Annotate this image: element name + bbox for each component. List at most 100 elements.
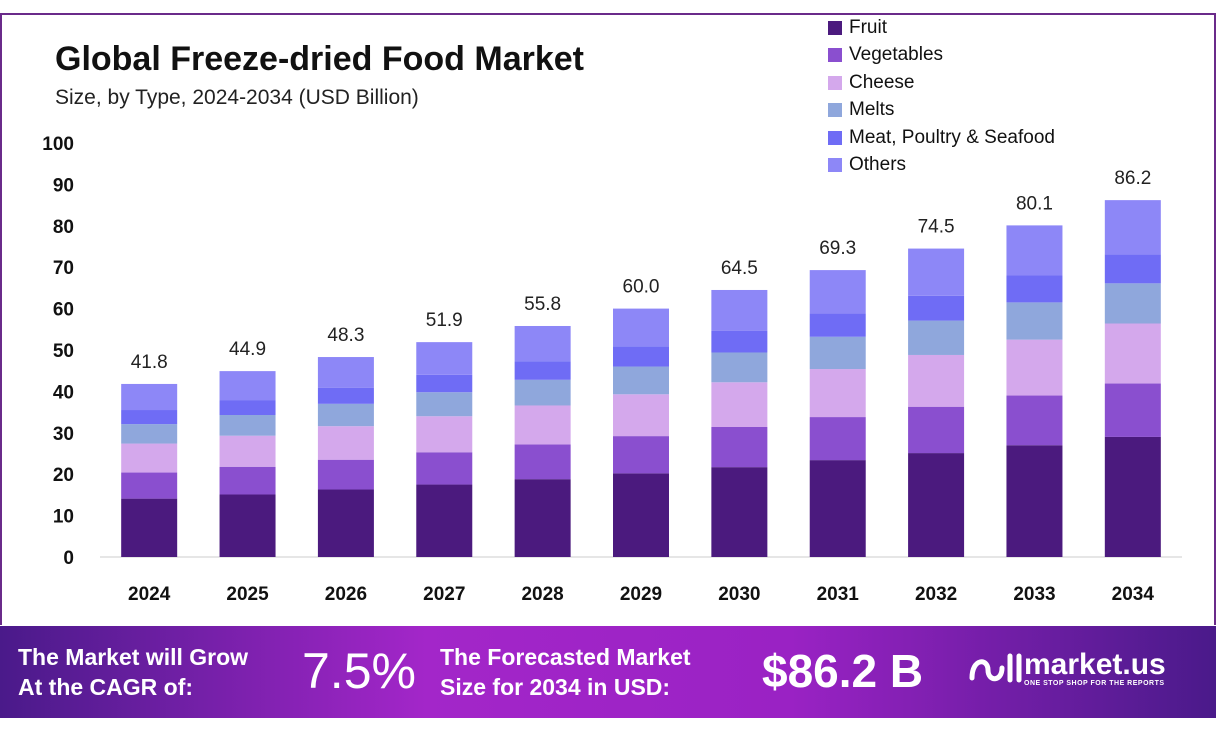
total-label: 55.8 [524, 294, 561, 315]
bar-segment-vegetables-2024 [121, 472, 178, 499]
bar-segment-vegetables-2034 [1104, 383, 1161, 437]
legend-label: Melts [849, 99, 895, 121]
legend: Fruit Vegetables Cheese Melts Meat, Poultry … [828, 14, 1055, 179]
x-tick-label: 2027 [423, 584, 465, 605]
total-label: 80.1 [1016, 193, 1053, 214]
bar-segment-cheese-2032 [908, 354, 965, 407]
x-tick-label: 2029 [620, 584, 662, 605]
bar-segment-fruit-2025 [219, 494, 276, 557]
bar-segment-melts-2030 [711, 352, 768, 383]
bar-segment-fruit-2029 [613, 473, 669, 557]
bar-segment-fruit-2034 [1104, 436, 1161, 557]
brand-name: market.us [1024, 647, 1166, 681]
bar-segment-cheese-2030 [711, 382, 768, 428]
bar-segment-cheese-2033 [1006, 339, 1063, 396]
x-tick-label: 2030 [718, 584, 760, 605]
bar-segment-meat-poultry-seafood-2025 [219, 400, 276, 415]
y-tick-label: 10 [53, 507, 74, 528]
bar-segment-vegetables-2031 [809, 417, 866, 461]
legend-label: Meat, Poultry & Seafood [849, 126, 1055, 148]
cagr-label: The Market will Grow At the CAGR of: [18, 642, 248, 702]
x-tick-label: 2032 [915, 584, 957, 605]
bar-segment-meat-poultry-seafood-2030 [711, 330, 768, 353]
stacked-bar-chart: 010203040506070809010041.8202444.9202548… [42, 134, 1182, 605]
legend-item: Cheese [828, 69, 1055, 97]
y-tick-label: 0 [63, 548, 74, 569]
bar-segment-cheese-2026 [317, 426, 374, 460]
bar-segment-meat-poultry-seafood-2024 [121, 410, 178, 425]
total-label: 86.2 [1114, 168, 1151, 189]
bar-segment-meat-poultry-seafood-2026 [317, 387, 374, 404]
bar-segment-others-2030 [711, 289, 768, 331]
forecast-label-line1: The Forecasted Market [440, 644, 691, 670]
bar-segment-melts-2027 [416, 392, 473, 417]
bar-segment-others-2034 [1104, 200, 1161, 255]
x-tick-label: 2031 [817, 584, 860, 605]
bar-segment-fruit-2030 [711, 467, 768, 557]
total-label: 69.3 [819, 238, 856, 259]
bar-segment-fruit-2033 [1006, 445, 1063, 557]
bar-segment-cheese-2029 [613, 394, 669, 437]
bar-segment-others-2025 [219, 371, 276, 401]
bar-segment-melts-2024 [121, 424, 178, 444]
bar-segment-vegetables-2029 [613, 436, 669, 474]
x-tick-label: 2025 [226, 584, 269, 605]
legend-label: Others [849, 154, 907, 176]
forecast-label-line2: Size for 2034 in USD: [440, 674, 671, 700]
bar-segment-cheese-2027 [416, 416, 473, 453]
bar-segment-melts-2029 [613, 366, 669, 395]
bar-segment-vegetables-2025 [219, 466, 276, 495]
forecast-value: $86.2 B [762, 645, 924, 697]
market-us-logo-icon [969, 653, 1022, 683]
total-label: 60.0 [623, 277, 660, 298]
bar-segment-melts-2033 [1006, 302, 1063, 340]
total-label: 44.9 [229, 339, 266, 360]
legend-swatch [828, 75, 842, 90]
bar-segment-meat-poultry-seafood-2028 [514, 361, 571, 380]
bar-segment-fruit-2028 [514, 479, 571, 557]
bar-segment-vegetables-2026 [317, 459, 374, 490]
cagr-value: 7.5% [302, 643, 416, 699]
bar-segment-fruit-2026 [317, 489, 374, 557]
footer-banner: The Market will Grow At the CAGR of: 7.5%… [0, 626, 1216, 718]
bar-segment-fruit-2031 [809, 460, 866, 557]
legend-swatch [828, 158, 842, 173]
bar-segment-others-2024 [121, 383, 178, 411]
forecast-label: The Forecasted Market Size for 2034 in US… [440, 642, 691, 702]
bar-segment-others-2028 [514, 325, 571, 362]
x-tick-label: 2028 [521, 584, 563, 605]
bar-segment-others-2031 [809, 270, 866, 314]
bar-segment-melts-2026 [317, 403, 374, 427]
legend-item: Vegetables [828, 42, 1055, 70]
x-tick-label: 2034 [1112, 584, 1155, 605]
bar-segment-cheese-2034 [1104, 323, 1161, 384]
bar-segment-meat-poultry-seafood-2027 [416, 374, 473, 393]
y-tick-label: 60 [53, 300, 74, 321]
total-label: 74.5 [918, 217, 955, 238]
total-label: 51.9 [426, 310, 463, 331]
bar-segment-vegetables-2033 [1006, 395, 1063, 446]
bar-segment-melts-2031 [809, 336, 866, 370]
bar-segment-meat-poultry-seafood-2031 [809, 313, 866, 337]
legend-label: Fruit [849, 16, 887, 38]
total-label: 64.5 [721, 258, 758, 279]
bar-segment-cheese-2025 [219, 435, 276, 467]
bar-segment-cheese-2028 [514, 405, 571, 445]
cagr-label-line2: At the CAGR of: [18, 674, 194, 700]
bar-segment-meat-poultry-seafood-2033 [1006, 275, 1063, 303]
chart-title: Global Freeze-dried Food Market [55, 40, 584, 78]
y-tick-label: 40 [53, 382, 74, 403]
y-tick-label: 50 [53, 341, 74, 362]
bar-segment-fruit-2027 [416, 484, 473, 557]
x-tick-label: 2026 [325, 584, 367, 605]
y-tick-label: 90 [53, 175, 74, 196]
y-tick-label: 80 [53, 217, 74, 238]
bar-segment-vegetables-2028 [514, 444, 571, 480]
legend-item: Others [828, 152, 1055, 180]
legend-swatch [828, 103, 842, 118]
y-tick-label: 30 [53, 424, 74, 445]
bar-segment-vegetables-2027 [416, 452, 473, 485]
bar-segment-meat-poultry-seafood-2032 [908, 295, 965, 321]
bar-segment-melts-2034 [1104, 283, 1161, 324]
bar-segment-melts-2025 [219, 414, 276, 436]
